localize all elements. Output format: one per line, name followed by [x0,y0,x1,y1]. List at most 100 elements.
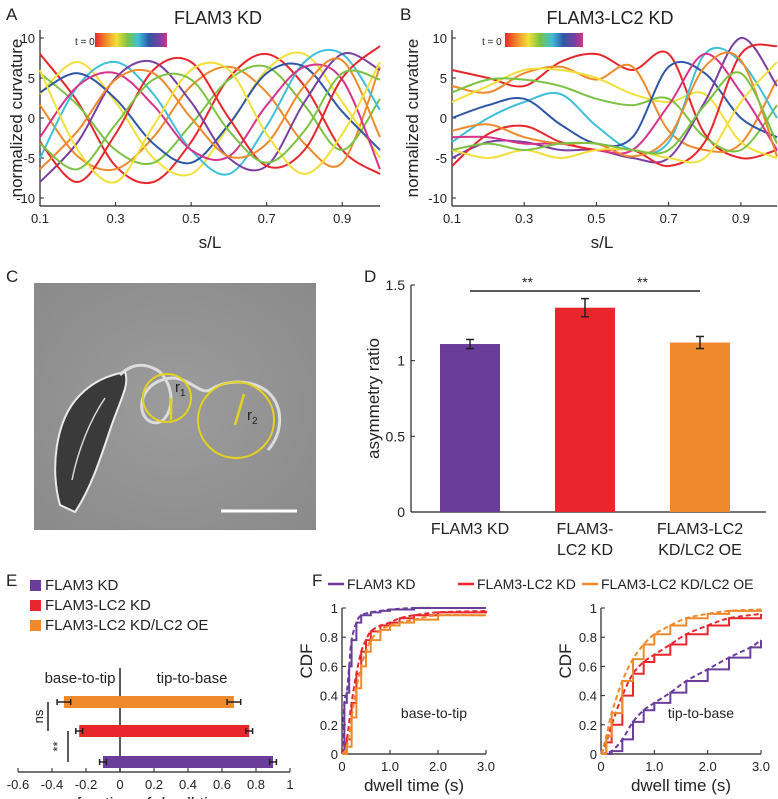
curvature-wave [39,57,381,170]
panel-f: F FLAM3 KD FLAM3-LC2 KD FLAM3-LC2 KD/LC2 O… [297,571,770,795]
x-tick-label: 1.0 [381,759,399,774]
curvature-wave [39,51,381,177]
curvature-wave [39,48,381,176]
curvature-wave [451,67,778,159]
cdf-fit [341,613,487,755]
x-tick-label: 0 [338,759,345,774]
y-tick-label: 1.5 [386,277,406,293]
panel-a: A FLAM3 KD normalized curvature s/L 10 5 0… [6,5,381,252]
x-tick-label: -0.6 [7,777,29,792]
category-label: FLAM3 KD [431,521,509,538]
legend-label: FLAM3-LC2 KD [45,597,151,614]
y-tick-label: 1 [397,353,405,369]
panel-letter-a: A [6,5,18,24]
x-tick-label: 0.3 [107,211,125,226]
ns-label: ns [31,709,46,723]
y-tick-label: 0.4 [320,689,338,704]
panel-letter-b: B [400,5,411,24]
y-tick-label: 0.2 [320,718,338,733]
y-tick-label: -10 [16,191,35,206]
curvature-wave [39,65,381,172]
x-tick-label: 0.9 [732,211,750,226]
cdf-step [601,609,762,755]
panel-e: E FLAM3 KD FLAM3-LC2 KD FLAM3-LC2 KD/LC2 O… [6,571,294,799]
y-tick-label: 0.6 [320,659,338,674]
f-condition-label: tip-to-base [668,705,734,721]
r1-label: r1 [175,379,186,399]
curvature-wave [451,71,778,155]
x-tick-label: 3.0 [477,759,495,774]
y-tick-label: 10 [21,31,35,46]
label-tip-to-base: tip-to-base [157,670,228,687]
x-tick-label: 1.0 [645,759,663,774]
f-xlabel: dwell time (s) [364,776,464,795]
f-xlabel: dwell time (s) [631,776,731,795]
bar [555,307,615,512]
panel-b-xlabel: s/L [591,233,614,252]
panel-a-ylabel: normalized curvature [7,39,26,198]
x-tick-label: 3.0 [752,759,770,774]
significance-stars: ** [637,274,648,290]
dwell-bar [63,696,234,708]
curvature-wave [39,45,381,183]
x-tick-label: 0.3 [515,211,533,226]
panel-b: B FLAM3-LC2 KD normalized curvature s/L … [400,5,778,252]
curvature-wave [451,60,778,147]
panel-a-xlabel: s/L [199,233,222,252]
x-tick-label: 0.7 [660,211,678,226]
legend-label: FLAM3 KD [45,577,119,594]
d-ylabel: asymmetry ratio [364,338,383,459]
bar [670,342,730,512]
y-tick-label: 1 [331,601,338,616]
y-tick-label: 0.6 [579,659,597,674]
x-tick-label: 0.8 [247,777,265,792]
y-tick-label: 5 [28,71,35,86]
cell-body-detail [71,397,106,481]
panel-letter-e: E [6,571,17,590]
x-tick-label: 2.0 [699,759,717,774]
y-tick-label: 0.4 [579,689,597,704]
x-tick-label: 0.2 [145,777,163,792]
x-tick-label: 0.7 [258,211,276,226]
panel-b-title: FLAM3-LC2 KD [546,8,673,28]
fit-circle-r2 [197,381,275,459]
cdf-step [342,614,486,755]
panel-f-left-plot: 0 0.2 0.4 0.6 0.8 1 0 1.0 2.0 3.0 CDF dwell time (s… [297,601,495,795]
y-tick-label: 5 [440,71,447,86]
panel-e-legend: FLAM3 KD FLAM3-LC2 KD FLAM3-LC2 KD/LC2 OE [30,577,208,634]
e-xlabel: fraction of dwell time [77,794,232,799]
curvature-wave [451,37,778,164]
dwell-bar [79,725,250,737]
panel-b-time-colorbar [505,33,583,47]
bar [440,344,500,512]
x-tick-label: 1 [286,777,293,792]
legend-swatch [30,620,41,631]
curvature-wave [39,62,381,165]
y-tick-label: -5 [23,151,35,166]
panel-b-legend-label: t = 0 [482,37,502,48]
label-base-to-tip: base-to-tip [45,670,116,687]
curvature-wave [451,50,778,160]
category-label: FLAM3- [557,521,614,538]
y-tick-label: 0.5 [386,428,406,444]
cdf-fit [600,639,762,755]
legend-label: FLAM3-LC2 KD [477,576,576,592]
legend-label: FLAM3-LC2 KD/LC2 OE [601,576,754,592]
category-label: KD/LC2 OE [658,542,742,559]
curvature-wave [451,61,778,164]
cdf-step [342,610,487,755]
x-tick-label: 0.5 [182,211,200,226]
panel-a-time-colorbar [95,33,167,47]
curvature-wave [451,51,778,158]
flagellum [118,363,282,452]
x-tick-label: 2.0 [429,759,447,774]
panel-e-plot: -0.6 -0.4 -0.2 0 0.2 0.4 0.6 0.8 1 fraction of dw… [7,668,294,799]
curvature-wave [39,69,381,171]
cdf-fit [341,609,487,755]
panel-letter-c: C [6,267,18,286]
y-tick-label: 0.2 [579,718,597,733]
panel-a-plot: 10 5 0 -5 -10 0.1 0.3 0.5 0.7 0.9 [16,30,381,226]
panel-f-legend: FLAM3 KD FLAM3-LC2 KD FLAM3-LC2 KD/LC2 OE [328,576,754,592]
y-tick-label: 0 [590,747,597,762]
